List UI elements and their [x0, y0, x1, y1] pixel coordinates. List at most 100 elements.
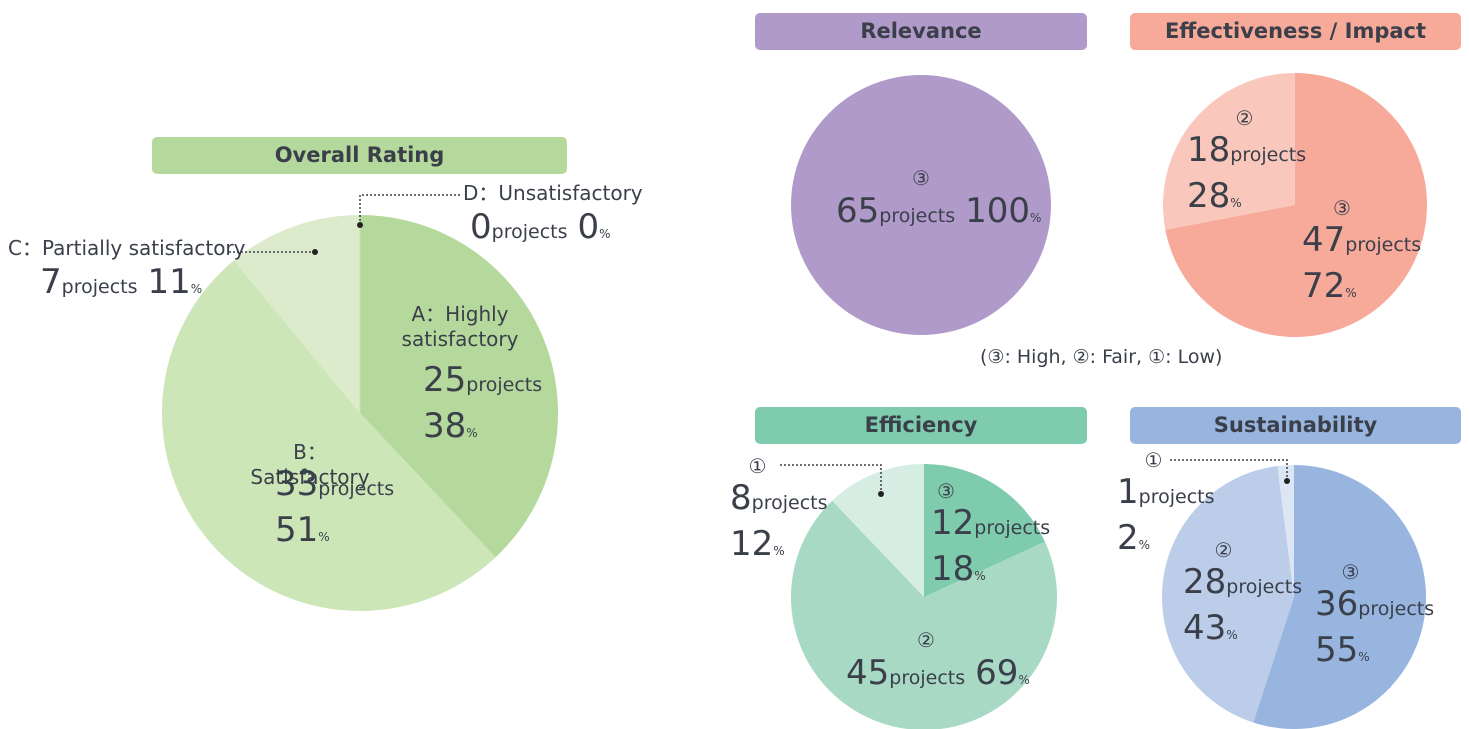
count-label: 36 — [1315, 584, 1359, 624]
value-line: 72% — [1302, 266, 1421, 313]
value-line: 43% — [1183, 608, 1302, 655]
count-unit: projects — [1226, 576, 1303, 598]
category-label: ③ — [1341, 560, 1360, 584]
value-line: 0projects 0% — [470, 207, 611, 254]
slice-label: B：Satisfactory 33projects 51% — [240, 440, 394, 550]
pie-slice — [791, 500, 1057, 729]
count-label: 0 — [470, 207, 492, 247]
percent-unit: % — [1138, 538, 1151, 552]
percent-label: 100 — [965, 191, 1031, 231]
slice-label: ③ 36projects 55% — [1315, 560, 1434, 670]
slice-label: D：Unsatisfactory 0projects 0% — [463, 181, 643, 247]
leaders — [228, 194, 1288, 494]
value-line: 45projects 69% — [846, 653, 1030, 700]
count-unit: projects — [1138, 486, 1215, 508]
pie-slice — [791, 75, 1051, 335]
category-label: ② — [1235, 106, 1254, 130]
count-unit: projects — [61, 276, 138, 298]
pie — [1163, 73, 1428, 338]
category-label: ③ — [1333, 196, 1351, 220]
category-label: ② — [917, 628, 935, 652]
leader-line — [359, 194, 460, 225]
percent-label: 69 — [975, 653, 1019, 693]
leader-dot — [312, 249, 318, 255]
count-label: 45 — [846, 653, 890, 693]
chart-title: Overall Rating — [152, 137, 567, 174]
count-label: 12 — [931, 503, 975, 543]
value-line: 33projects — [275, 464, 394, 510]
value-block: 8projects 12% — [730, 478, 827, 571]
percent-unit: % — [1030, 211, 1042, 225]
value-line: 51% — [275, 510, 394, 557]
value-block: 36projects 55% — [1315, 584, 1434, 677]
chart-title: Sustainability — [1130, 407, 1461, 444]
category-label: ③ — [937, 479, 955, 503]
value-line: 28projects — [1183, 562, 1302, 608]
percent-label: 43 — [1183, 608, 1227, 648]
count-unit: projects — [318, 478, 395, 500]
count-unit: projects — [1358, 598, 1435, 620]
percent-label: 11 — [147, 262, 191, 302]
count-label: 28 — [1183, 562, 1227, 602]
pie-slice — [360, 215, 559, 558]
percent-label: 2 — [1117, 518, 1139, 558]
count-unit: projects — [466, 374, 543, 396]
pie — [791, 75, 1051, 335]
pie-slice — [1162, 466, 1294, 723]
count-label: 18 — [1187, 130, 1231, 170]
percent-unit: % — [1358, 650, 1370, 664]
percent-label: 55 — [1315, 630, 1359, 670]
pie-slice — [1163, 73, 1295, 230]
pie — [1162, 465, 1426, 729]
percent-unit: % — [974, 569, 986, 583]
value-line: 47projects — [1302, 220, 1421, 266]
slice-label: ③ 47projects 72% — [1302, 196, 1421, 306]
value-line: 8projects — [730, 478, 827, 524]
pie — [162, 215, 559, 611]
value-line: 18% — [931, 549, 1050, 596]
percent-unit: % — [599, 227, 611, 241]
value-line: 65projects 100% — [836, 191, 1041, 238]
pie-slice — [162, 260, 496, 611]
value-block: 28projects 43% — [1183, 562, 1302, 655]
leader-line — [780, 464, 882, 494]
percent-label: 38 — [423, 406, 467, 446]
percent-label: 18 — [931, 549, 975, 589]
count-unit: projects — [491, 221, 568, 243]
leader-dot — [878, 491, 884, 497]
count-label: 1 — [1117, 472, 1139, 512]
percent-unit: % — [1018, 673, 1030, 687]
percent-label: 0 — [577, 207, 600, 247]
slice-label: ① 1projects 2% — [1117, 448, 1214, 558]
pie-slice — [1253, 465, 1426, 729]
pie-slice — [924, 464, 1045, 597]
category-label: D：Unsatisfactory — [463, 181, 643, 205]
percent-label: 28 — [1187, 176, 1231, 216]
percent-label: 12 — [730, 524, 774, 564]
percent-unit: % — [1345, 286, 1357, 300]
count-unit: projects — [751, 492, 828, 514]
count-unit: projects — [1230, 144, 1307, 166]
count-label: 65 — [836, 191, 880, 231]
slice-label: A：Highly satisfactory 25projects 38% — [400, 302, 543, 446]
value-block: 12projects 18% — [931, 503, 1050, 596]
chart-title: Efficiency — [755, 407, 1087, 444]
value-line: 12% — [730, 524, 827, 571]
category-label: C：Partially satisfactory — [8, 236, 246, 260]
value-line: 55% — [1315, 630, 1434, 677]
value-line: 1projects — [1117, 472, 1214, 518]
pie — [791, 464, 1057, 729]
count-label: 7 — [40, 262, 62, 302]
value-line: 36projects — [1315, 584, 1434, 630]
slice-label: ③ 12projects 18% — [931, 479, 1050, 589]
value-line: 28% — [1187, 176, 1306, 223]
count-unit: projects — [974, 517, 1051, 539]
leader-dot — [357, 222, 363, 228]
chart-title: Effectiveness / Impact — [1130, 13, 1461, 50]
pie-slice — [1277, 465, 1294, 597]
category-label: A：Highly satisfactory — [401, 302, 519, 351]
value-line: 2% — [1117, 518, 1214, 565]
leader-dot — [1284, 478, 1290, 484]
slice-label: ① 8projects 12% — [730, 454, 827, 564]
